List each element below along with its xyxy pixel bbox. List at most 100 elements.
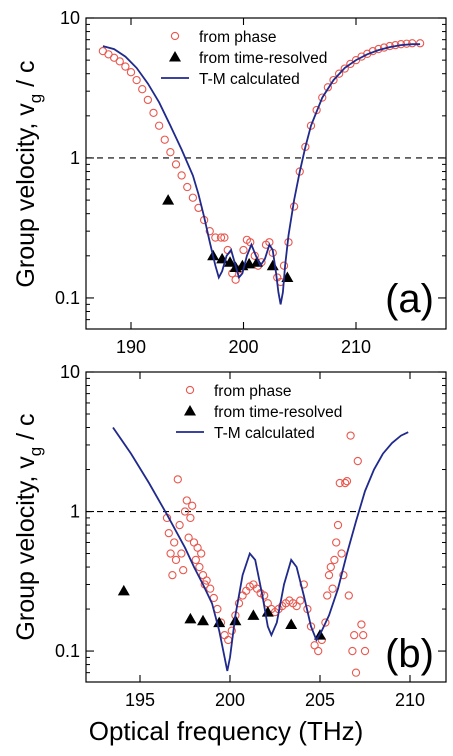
panel-b-phase-point [179, 566, 188, 575]
panel-a-legend-item: from time-resolved [169, 50, 327, 67]
panel-b-phase-point [184, 533, 193, 542]
panel-b-phase-point [357, 620, 366, 629]
y-axis-label-a-main: Group velocity, v [12, 103, 40, 288]
panel-b-phase-point [195, 562, 204, 572]
y-bxis-label-a-main: Group velocity, v [12, 456, 40, 641]
panel-b-phase-point [321, 618, 330, 627]
panel-b-phase-point [193, 543, 202, 552]
panel-a-phase-point [231, 275, 240, 284]
panel-b-time-resolved-point [184, 612, 197, 624]
panel-b-phase-point [348, 646, 357, 656]
panel-a-phase-point [154, 121, 164, 130]
panel-b-phase-point [206, 584, 215, 593]
panel-a-legend: from phase from time-resolved T-M calculat… [161, 29, 327, 88]
panel-a-phase-point [205, 227, 214, 236]
panel-b-phase-point [359, 630, 368, 640]
panel-b-phase-point [191, 555, 200, 565]
panel-b-phase-point [182, 496, 191, 505]
panel-a-legend-item: T-M calculated [161, 71, 300, 88]
panel-a-phase-point [340, 64, 349, 73]
panel-b-y-tick-label: 1 [70, 502, 80, 522]
panel-b-time-resolved-point [247, 609, 260, 620]
panel-a-phase-point [220, 233, 229, 242]
y-axis-label-a-tail: / c [12, 60, 40, 93]
panel-b-phase-point [337, 549, 346, 558]
panel-a-x-tick-label: 190 [116, 337, 146, 357]
panel-b-x-tick-label: 210 [395, 690, 425, 710]
panel-a-y-tick-label: 0.1 [55, 288, 80, 308]
panel-b-phase-point [168, 570, 177, 580]
panel-a-phase-point [171, 160, 181, 169]
panel-b-y-tick-label: 0.1 [55, 641, 80, 661]
panel-b-phase-point [339, 570, 348, 580]
y-bxis-label-a-text: Group velocity, vg / c [12, 413, 45, 640]
panel-a-phase-point [329, 75, 338, 85]
panel-b-phase-point [177, 549, 186, 558]
panel-a-phase-point [126, 68, 136, 77]
panel-b-legend-item: from phase [185, 383, 292, 400]
panel-b-phase-point [188, 501, 197, 510]
panel-b-phase-point [197, 549, 206, 558]
panel-b-phase-point [296, 596, 305, 605]
panel-a-y-tick-label: 10 [60, 8, 80, 28]
panel-b-phase-point [328, 584, 337, 593]
panel-b-legend-label: from time-resolved [214, 404, 342, 421]
panel-b-phase-point [324, 570, 334, 580]
panel-b-series-3 [112, 426, 409, 672]
panel-b-time-resolved-point [197, 614, 209, 626]
panel-b-label: (b) [385, 632, 434, 676]
panel-b-phase-point [166, 549, 175, 558]
x-axis-label: Optical frequency (THz) [89, 716, 364, 746]
panel-b-time-resolved-point [285, 618, 298, 629]
panel-b-phase-point [330, 555, 339, 565]
panel-b-phase-point [171, 555, 181, 565]
panel-b-x-tick-label: 195 [125, 690, 155, 710]
panel-b-phase-point [186, 513, 195, 523]
panel-b-legend-label: from phase [214, 383, 292, 400]
panel-b-phase-point [326, 562, 335, 572]
y-bxis-label-a-tail: / c [12, 413, 40, 446]
panel-a-phase-point [166, 148, 175, 157]
panel-b-phase-point [227, 626, 236, 635]
panel-a-phase-point [143, 95, 153, 105]
panel-b-x-tick-label: 200 [215, 690, 245, 710]
panel-a-ticks-layer: 190 200 210 0.1 1 10 [55, 8, 446, 357]
panel-b-legend-swatch [184, 405, 196, 416]
panel-b-legend-label: T-M calculated [214, 425, 315, 442]
panel-b-legend: from phase from time-resolved T-M calculat… [176, 383, 342, 442]
panel-b-phase-point [344, 591, 353, 600]
panel-b-phase-point [164, 528, 173, 538]
panel-b-phase-point [353, 456, 362, 466]
panel-a-legend-label: from time-resolved [199, 50, 327, 67]
panel-a-phase-point [132, 75, 141, 85]
panel-b-phase-point [350, 630, 359, 640]
panel-b-legend-item: from time-resolved [184, 404, 342, 421]
y-axis-label-b: Group velocity, vg / c [12, 413, 45, 640]
panel-a-x-tick-label: 200 [228, 337, 258, 357]
panel-a-phase-point [188, 193, 198, 202]
panel-b-phase-point [332, 538, 341, 547]
panel-b-phase-point [260, 591, 269, 600]
panel-b-time-resolved-point [213, 616, 226, 628]
panel-a-phase-point [211, 233, 220, 242]
panel-b-phase-point [323, 591, 332, 600]
panel-b-tm-calculated-line [112, 426, 409, 672]
panel-a-time-resolved-point [162, 194, 175, 205]
panel-a-phase-point [160, 135, 169, 144]
panel-a-y-tick-label: 1 [70, 148, 80, 168]
panel-b-phase-point [170, 538, 179, 547]
panel-b-series-1 [162, 431, 370, 677]
panel-b-legend-swatch [185, 385, 195, 395]
panel-b-y-tick-label: 10 [60, 362, 80, 382]
panel-b-phase-point [310, 641, 319, 650]
panel-a-phase-point [408, 39, 417, 48]
panel-a-phase-point [138, 85, 147, 94]
panel-a-marks-layer [98, 39, 425, 305]
panel-a-phase-point [121, 62, 130, 71]
panel-a: 190 200 210 0.1 1 10 from phase from time-reso… [55, 8, 447, 357]
panel-a-phase-point [318, 93, 327, 102]
panel-b-phase-point [360, 646, 370, 656]
panel-a-phase-point [183, 182, 192, 192]
